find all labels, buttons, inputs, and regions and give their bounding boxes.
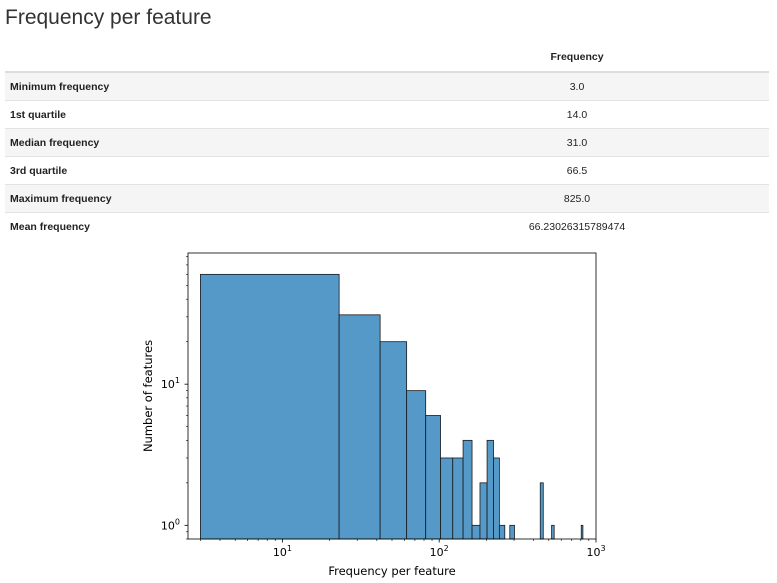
histogram-bar [486,439,494,540]
row-label: 3rd quartile [5,156,385,185]
row-value: 66.5 [385,156,769,185]
row-label: Maximum frequency [5,184,385,213]
table-header-row: Frequency [5,43,769,73]
x-tick-label: 102 [430,544,449,559]
table-row: Minimum frequency 3.0 [5,72,769,101]
histogram-bar [493,457,500,540]
y-axis-label: Number of features [141,340,155,452]
y-axis-ticks: 100 101 [161,256,188,540]
histogram-bar [338,314,381,540]
x-axis-ticks: 101 102 103 [200,539,606,559]
frequency-histogram: 101 102 103 100 101 Frequency per feature N… [141,252,606,578]
table-header-blank [5,43,385,73]
x-tick-label: 101 [273,544,292,559]
y-tick-label: 101 [161,376,180,391]
table-row: Maximum frequency 825.0 [5,184,769,213]
histogram-bar [440,457,454,540]
table-row: Mean frequency 66.23026315789474 [5,213,769,241]
histogram-bar [551,524,555,540]
histogram-bar [509,524,515,540]
table-row: 3rd quartile 66.5 [5,156,769,185]
histogram-bars [200,273,584,540]
table-header-frequency: Frequency [385,43,769,73]
histogram-bar [379,341,408,540]
table-row: Median frequency 31.0 [5,128,769,157]
row-label: Median frequency [5,128,385,157]
x-tick-label: 103 [586,544,605,559]
y-tick-label: 100 [161,517,180,532]
histogram-bar [452,457,464,540]
row-value: 14.0 [385,100,769,129]
histogram-bar [462,439,473,540]
histogram-bar [425,415,441,540]
histogram-bar [471,524,481,540]
histogram-bar [498,524,506,540]
statistics-table: Frequency Minimum frequency 3.0 1st quar… [5,43,769,240]
row-label: Mean frequency [10,220,90,233]
histogram-bar [479,482,488,540]
x-axis-label: Frequency per feature [328,564,455,578]
histogram-bar [580,524,584,540]
page-title: Frequency per feature [5,6,212,29]
row-label: Minimum frequency [5,72,385,101]
histogram-bar [539,482,544,540]
histogram-bar [406,390,427,540]
row-value: 31.0 [385,128,769,157]
histogram-bar [200,273,340,540]
row-value: 66.23026315789474 [528,220,626,233]
row-value: 3.0 [385,72,769,101]
row-value: 825.0 [385,184,769,213]
row-label: 1st quartile [5,100,385,129]
table-row: 1st quartile 14.0 [5,100,769,129]
